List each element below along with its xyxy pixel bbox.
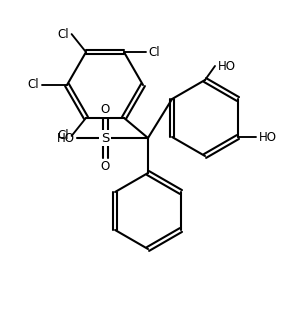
Text: Cl: Cl: [57, 129, 69, 142]
Text: Cl: Cl: [27, 79, 39, 91]
Text: O: O: [100, 160, 110, 173]
Text: S: S: [101, 131, 109, 145]
Text: Cl: Cl: [149, 46, 160, 59]
Text: HO: HO: [57, 131, 75, 145]
Text: O: O: [100, 103, 110, 116]
Text: HO: HO: [259, 131, 277, 143]
Text: HO: HO: [218, 59, 236, 73]
Text: Cl: Cl: [57, 28, 69, 41]
